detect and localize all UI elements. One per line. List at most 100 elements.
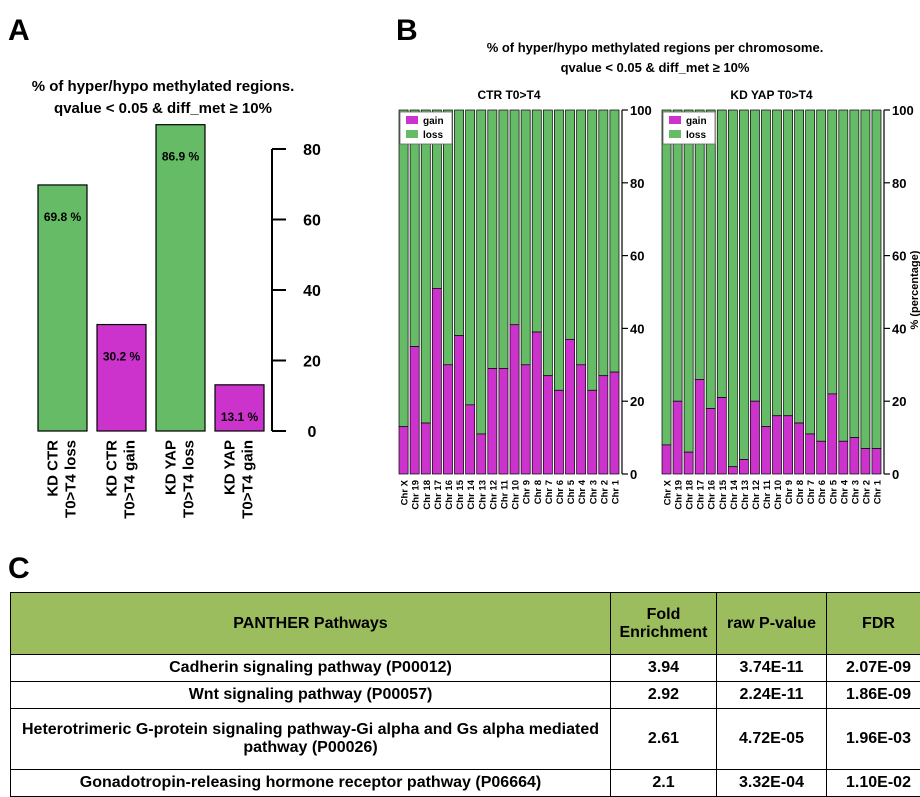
bar-segment-loss: [717, 110, 726, 398]
bar-segment-gain: [839, 441, 848, 474]
bar-segment-loss: [706, 110, 715, 408]
y-tick-label: 80: [892, 176, 906, 191]
x-tick-label-text: Chr 13: [740, 480, 751, 510]
y-tick-label: 40: [892, 321, 906, 336]
x-tick-label-text: Chr X: [663, 479, 674, 505]
bar-segment-loss: [761, 110, 770, 427]
x-tick-label: Chr 5: [828, 479, 839, 504]
cell-fdr: 2.07E-09: [827, 655, 920, 682]
bar-segment-loss: [850, 110, 859, 438]
x-tick-label: Chr 7: [806, 480, 817, 504]
x-tick-label: Chr 12: [751, 480, 762, 510]
bar-segment-gain: [662, 445, 671, 474]
x-tick-label-text: Chr 14: [729, 479, 740, 509]
bar-segment-gain: [773, 416, 782, 474]
cell-raw-p-value: 4.72E-05: [717, 709, 827, 770]
x-tick-label-text: Chr 9: [784, 480, 795, 504]
x-tick-label: Chr 19: [674, 480, 685, 510]
x-tick-label: Chr X: [663, 479, 674, 505]
x-tick-label: Chr 3: [850, 480, 861, 504]
col-header-fdr: FDR: [827, 593, 920, 655]
x-tick-label-text: Chr 11: [762, 479, 773, 509]
bar-segment-gain: [828, 394, 837, 474]
x-tick-label-text: Chr 2: [861, 480, 872, 504]
x-tick-label: Chr 9: [784, 480, 795, 504]
pathways-table: PANTHER Pathways Fold Enrichment raw P-v…: [10, 592, 920, 797]
table-row: Cadherin signaling pathway (P00012) 3.94…: [11, 655, 920, 682]
x-tick-label-text: Chr 1: [872, 479, 883, 504]
x-tick-label: Chr 17: [696, 480, 707, 510]
x-tick-label: Chr 6: [817, 480, 828, 504]
legend-label-loss: loss: [686, 130, 706, 141]
cell-raw-p-value: 3.74E-11: [717, 655, 827, 682]
y-axis-label: % (percentage): [909, 250, 920, 329]
cell-fold-enrichment: 2.61: [611, 709, 717, 770]
x-tick-label: Chr 18: [685, 480, 696, 510]
bar-segment-loss: [695, 110, 704, 379]
cell-raw-p-value: 2.24E-11: [717, 682, 827, 709]
x-tick-label: Chr 8: [795, 480, 806, 504]
x-tick-label-text: Chr 18: [685, 480, 696, 510]
x-tick-label-text: Chr 12: [751, 480, 762, 510]
bar-segment-loss: [739, 110, 748, 459]
cell-pathway: Gonadotropin-releasing hormone receptor …: [11, 770, 611, 797]
x-tick-label-text: Chr 15: [718, 479, 729, 509]
y-tick-label: 0: [892, 467, 899, 482]
table-row: Wnt signaling pathway (P00057) 2.92 2.24…: [11, 682, 920, 709]
y-tick-label: 100: [892, 103, 914, 118]
cell-fdr: 1.86E-09: [827, 682, 920, 709]
bar-segment-loss: [861, 110, 870, 449]
bar-segment-loss: [839, 110, 848, 441]
x-tick-label: Chr 10: [773, 480, 784, 510]
bar-segment-gain: [861, 449, 870, 474]
cell-pathway: Cadherin signaling pathway (P00012): [11, 655, 611, 682]
bar-segment-loss: [773, 110, 782, 416]
x-tick-label: Chr 11: [762, 479, 773, 509]
bar-segment-gain: [706, 408, 715, 474]
col-header-fold-enrichment: Fold Enrichment: [611, 593, 717, 655]
x-tick-label: Chr 1: [872, 479, 883, 504]
bar-segment-gain: [784, 416, 793, 474]
legend-label-gain: gain: [686, 116, 707, 127]
x-tick-label-text: Chr 19: [674, 480, 685, 510]
bar-segment-loss: [828, 110, 837, 394]
x-tick-label-text: Chr 16: [707, 480, 718, 510]
x-tick-label-text: Chr 4: [839, 479, 850, 504]
bar-segment-loss: [806, 110, 815, 434]
x-tick-label-text: Chr 5: [828, 479, 839, 504]
x-tick-label: Chr 13: [740, 480, 751, 510]
cell-fold-enrichment: 2.1: [611, 770, 717, 797]
bar-segment-loss: [872, 110, 881, 449]
x-tick-label: Chr 15: [718, 479, 729, 509]
bar-segment-gain: [673, 401, 682, 474]
bar-segment-gain: [684, 452, 693, 474]
bar-segment-gain: [872, 449, 881, 474]
bar-segment-loss: [795, 110, 804, 423]
bar-segment-loss: [662, 110, 671, 445]
bar-segment-gain: [806, 434, 815, 474]
bar-segment-gain: [739, 459, 748, 474]
bar-segment-loss: [784, 110, 793, 416]
x-tick-label-text: Chr 10: [773, 480, 784, 510]
cell-raw-p-value: 3.32E-04: [717, 770, 827, 797]
bar-segment-loss: [684, 110, 693, 452]
x-tick-label-text: Chr 6: [817, 480, 828, 504]
bar-segment-gain: [850, 438, 859, 474]
bar-segment-loss: [728, 110, 737, 467]
cell-pathway: Wnt signaling pathway (P00057): [11, 682, 611, 709]
cell-fdr: 1.10E-02: [827, 770, 920, 797]
bar-segment-loss: [673, 110, 682, 401]
bar-segment-loss: [817, 110, 826, 441]
x-tick-label-text: Chr 7: [806, 480, 817, 504]
subchart-title: KD YAP T0>T4: [730, 88, 812, 102]
bar-segment-gain: [795, 423, 804, 474]
bar-segment-gain: [761, 427, 770, 474]
x-tick-label-text: Chr 8: [795, 480, 806, 504]
cell-pathway: Heterotrimeric G-protein signaling pathw…: [11, 709, 611, 770]
x-tick-label: Chr 2: [861, 480, 872, 504]
bar-segment-gain: [750, 401, 759, 474]
panel-c-letter: C: [8, 552, 30, 586]
table-row: Gonadotropin-releasing hormone receptor …: [11, 770, 920, 797]
table-row: Heterotrimeric G-protein signaling pathw…: [11, 709, 920, 770]
